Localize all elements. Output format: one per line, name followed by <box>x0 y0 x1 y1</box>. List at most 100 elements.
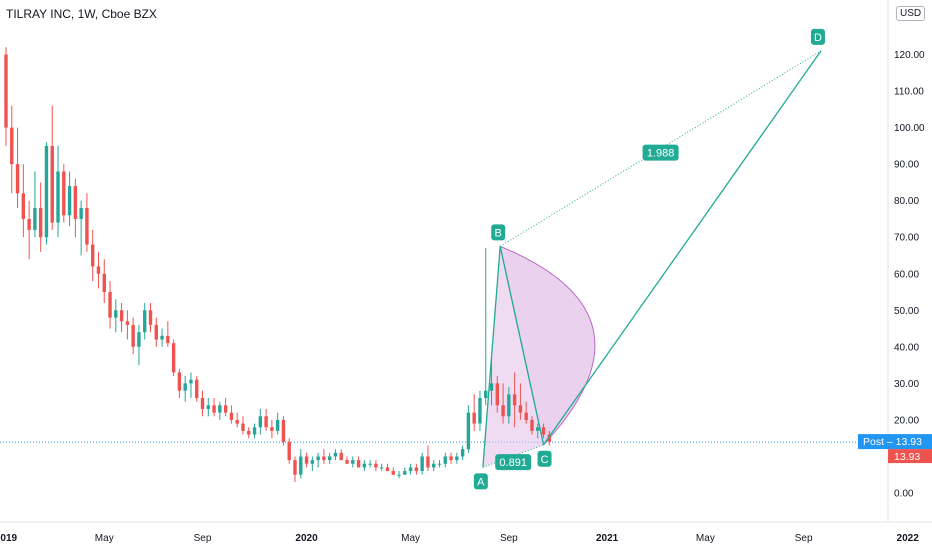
candle-body <box>247 430 251 435</box>
x-tick-label: Sep <box>795 533 813 544</box>
candle-body <box>218 405 222 413</box>
point-c-label: C <box>537 450 552 467</box>
candle-body <box>455 456 459 461</box>
point-b-label-box <box>491 224 506 241</box>
candle-body <box>339 452 343 461</box>
pattern-triangle <box>482 246 544 468</box>
candle-body <box>137 332 141 347</box>
candle-body <box>160 335 164 340</box>
candle-body <box>206 405 210 409</box>
candle-body <box>408 467 413 472</box>
y-tick-label: 40.00 <box>894 342 919 353</box>
y-tick-label: 0.00 <box>894 489 914 500</box>
candle-body <box>489 383 494 391</box>
candle-body <box>235 419 239 424</box>
y-tick-label: 70.00 <box>894 233 919 244</box>
candle-body <box>437 463 442 465</box>
candle-body <box>310 460 315 464</box>
candle-body <box>96 266 101 274</box>
candle-body <box>44 145 49 238</box>
x-tick-label: 2019 <box>0 533 18 544</box>
candle-body <box>119 310 124 322</box>
candle-body <box>229 412 234 420</box>
point-c-label-text: C <box>541 454 549 466</box>
candle-body <box>189 379 193 384</box>
candle-body <box>258 416 263 428</box>
candle-body <box>327 456 332 461</box>
candle-body <box>484 390 488 398</box>
candle-body <box>50 145 54 223</box>
candle-body <box>79 207 83 219</box>
candle-body <box>362 463 367 468</box>
y-tick-label: 120.00 <box>894 50 925 61</box>
candle-body <box>85 207 89 245</box>
candle-body <box>183 383 187 391</box>
candle-body <box>270 427 274 431</box>
candle-body <box>27 218 31 230</box>
candle-body <box>351 460 355 464</box>
currency-button[interactable]: USD <box>896 6 926 21</box>
y-tick-label: 30.00 <box>894 379 919 390</box>
candle-body <box>114 310 118 318</box>
candle-body <box>391 471 395 475</box>
point-d-label-text: D <box>814 32 822 44</box>
candle-body <box>397 474 401 476</box>
candle-body <box>345 460 349 464</box>
point-d-label: D <box>810 28 825 45</box>
ratio-bd-label: 1.988 <box>642 144 679 161</box>
candle-body <box>171 343 176 373</box>
candle-body <box>547 434 552 442</box>
candle-body <box>507 394 511 417</box>
candle-body <box>143 310 147 333</box>
x-tick-label: May <box>696 533 715 544</box>
candle-body <box>21 193 26 219</box>
candle-body <box>478 397 482 424</box>
point-b-label: B <box>491 224 506 241</box>
x-tick-label: Sep <box>500 533 518 544</box>
candle-body <box>33 207 37 230</box>
candle-body <box>356 460 361 468</box>
candle-body <box>426 456 430 468</box>
x-tick-label: May <box>401 533 420 544</box>
y-tick-label: 100.00 <box>894 123 925 134</box>
candle-body <box>125 321 130 325</box>
last-price-tag-box <box>888 449 932 464</box>
pattern-leg <box>499 246 545 445</box>
candle-body <box>281 419 286 442</box>
candle-body <box>264 416 268 428</box>
candle-body <box>472 412 476 424</box>
post-price-tag-text: Post – 13.93 <box>863 436 922 448</box>
y-tick-label: 60.00 <box>894 269 919 280</box>
candle-body <box>512 394 517 406</box>
candle-body <box>293 460 297 475</box>
candle-body <box>368 463 372 465</box>
candle-body <box>195 379 199 398</box>
candle-body <box>200 397 205 409</box>
y-tick-label: 20.00 <box>894 415 919 426</box>
candle-body <box>449 456 453 461</box>
x-tick-label: Sep <box>194 533 212 544</box>
candle-body <box>374 463 378 468</box>
x-tick-label: 2020 <box>295 533 318 544</box>
pattern-leg <box>482 246 501 468</box>
candle-body <box>443 456 447 464</box>
candle-body <box>460 449 465 457</box>
candle-body <box>536 427 540 431</box>
point-d-label-box <box>810 28 825 45</box>
ratio-ac-label-text: 0.891 <box>499 457 527 469</box>
candle-body <box>530 419 534 431</box>
candle-body <box>177 372 182 391</box>
candle-body <box>38 207 43 238</box>
candle-body <box>4 54 8 128</box>
chart-title: TILRAY INC, 1W, Cboe BZX <box>6 7 157 21</box>
x-tick-label: May <box>95 533 114 544</box>
harmonic-arc <box>499 245 596 446</box>
candle-body <box>131 324 135 347</box>
x-tick-label: 2022 <box>897 533 920 544</box>
candle-body <box>102 273 106 293</box>
last-price-tag-text: 13.93 <box>894 451 920 463</box>
y-tick-label: 80.00 <box>894 196 919 207</box>
candle-body <box>541 427 546 435</box>
y-tick-label: 50.00 <box>894 306 919 317</box>
